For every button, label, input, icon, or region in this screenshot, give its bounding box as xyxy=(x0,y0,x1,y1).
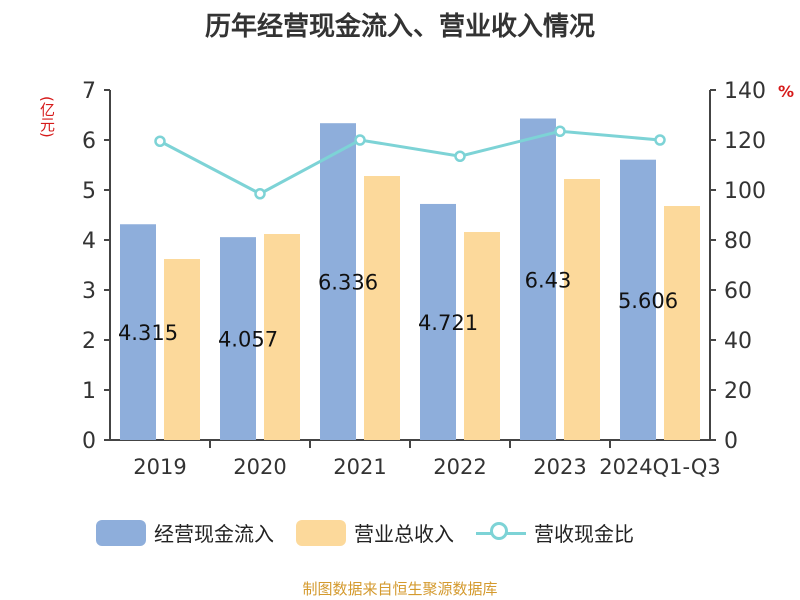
bar-cash-inflow xyxy=(320,123,356,440)
bar-cash-inflow xyxy=(420,203,456,440)
right-axis-unit: % xyxy=(778,82,795,101)
y-left-tick-label: 5 xyxy=(82,179,96,204)
bar-cash-inflow xyxy=(120,224,156,440)
x-tick-label: 2024Q1-Q3 xyxy=(599,455,721,479)
y-right-tick-label: 40 xyxy=(724,329,752,354)
chart-title: 历年经营现金流入、营业收入情况 xyxy=(204,12,595,42)
y-right-tick-label: 80 xyxy=(724,229,752,254)
x-tick-label: 2021 xyxy=(333,455,386,479)
legend-line-cash-ratio xyxy=(476,520,526,546)
x-tick-label: 2020 xyxy=(233,455,286,479)
bar-cash-inflow xyxy=(220,237,256,440)
y-left-tick-label: 6 xyxy=(82,129,96,154)
data-label-cash-inflow: 4.315 xyxy=(118,321,178,345)
legend-swatch-cash-inflow xyxy=(96,519,146,546)
bar-revenue xyxy=(564,179,600,440)
legend-label-revenue: 营业总收入 xyxy=(354,522,454,546)
legend-item-cash-inflow[interactable]: 经营现金流入 xyxy=(96,518,274,547)
y-left-tick-label: 7 xyxy=(82,79,96,104)
legend-label-cash-ratio: 营收现金比 xyxy=(534,522,634,546)
data-label-cash-inflow: 4.721 xyxy=(418,311,478,335)
x-tick-label: 2019 xyxy=(133,455,186,479)
y-left-tick-label: 2 xyxy=(82,329,96,354)
data-label-cash-inflow: 6.43 xyxy=(525,268,572,292)
legend-item-revenue[interactable]: 营业总收入 xyxy=(296,518,454,547)
left-axis-unit: (亿元) xyxy=(38,96,56,138)
bar-cash-inflow xyxy=(520,118,556,440)
legend-label-cash-inflow: 经营现金流入 xyxy=(154,522,274,546)
x-tick-label: 2023 xyxy=(533,455,586,479)
data-label-cash-inflow: 6.336 xyxy=(318,271,378,295)
y-left-tick-label: 3 xyxy=(82,279,96,304)
bar-revenue xyxy=(164,259,200,440)
legend-swatch-revenue xyxy=(296,519,346,546)
y-left-tick-label: 0 xyxy=(82,429,96,454)
bar-revenue xyxy=(464,232,500,440)
y-right-tick-label: 100 xyxy=(724,179,766,204)
point-cash-ratio xyxy=(454,150,466,162)
bar-revenue xyxy=(364,176,400,440)
bar-cash-inflow xyxy=(620,159,656,440)
x-tick-label: 2022 xyxy=(433,455,486,479)
point-cash-ratio xyxy=(154,135,166,147)
line-cash-ratio xyxy=(159,129,661,196)
y-right-tick-label: 20 xyxy=(724,379,752,404)
data-label-cash-inflow: 4.057 xyxy=(218,328,278,352)
bar-revenue xyxy=(664,206,700,440)
point-cash-ratio xyxy=(354,134,366,146)
source-note: 制图数据来自恒生聚源数据库 xyxy=(302,580,498,598)
data-label-cash-inflow: 5.606 xyxy=(618,289,678,313)
y-left-tick-label: 4 xyxy=(82,229,96,254)
point-cash-ratio xyxy=(254,188,266,200)
point-cash-ratio xyxy=(654,134,666,146)
point-cash-ratio xyxy=(554,125,566,137)
legend: 经营现金流入 营业总收入 营收现金比 xyxy=(96,518,656,547)
bar-revenue xyxy=(264,234,300,440)
y-right-tick-label: 140 xyxy=(724,79,766,104)
y-right-tick-label: 0 xyxy=(724,429,738,454)
y-right-tick-label: 120 xyxy=(724,129,766,154)
y-right-tick-label: 60 xyxy=(724,279,752,304)
legend-item-cash-ratio[interactable]: 营收现金比 xyxy=(476,518,634,547)
y-left-tick-label: 1 xyxy=(82,379,96,404)
